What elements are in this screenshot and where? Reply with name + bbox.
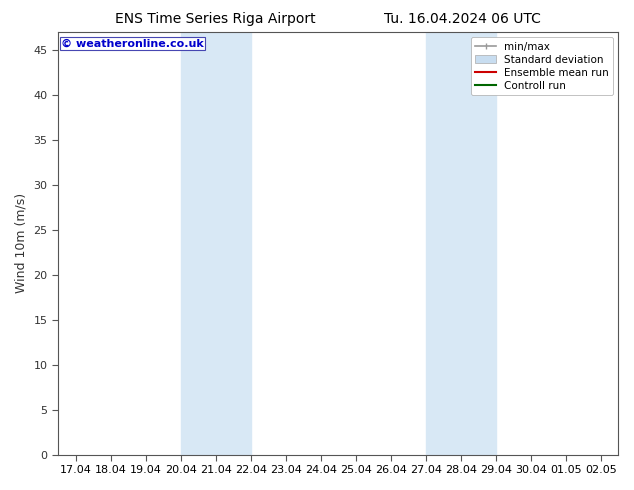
Text: © weatheronline.co.uk: © weatheronline.co.uk (61, 39, 204, 49)
Legend: min/max, Standard deviation, Ensemble mean run, Controll run: min/max, Standard deviation, Ensemble me… (471, 37, 613, 95)
Bar (181, 32, 250, 455)
Text: Tu. 16.04.2024 06 UTC: Tu. 16.04.2024 06 UTC (384, 12, 541, 26)
Bar (426, 32, 496, 455)
Text: ENS Time Series Riga Airport: ENS Time Series Riga Airport (115, 12, 316, 26)
Y-axis label: Wind 10m (m/s): Wind 10m (m/s) (15, 193, 28, 294)
